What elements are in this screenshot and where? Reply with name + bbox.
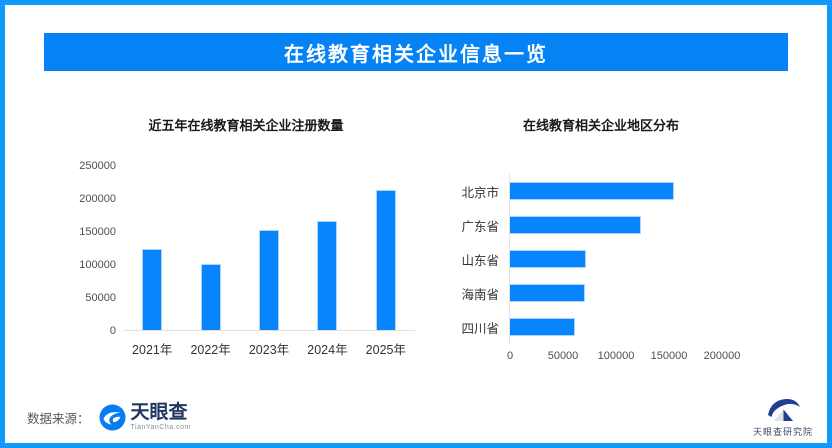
bar [142, 248, 163, 330]
tianyancha-wordmark: 天眼查 TianYanCha.com [131, 403, 191, 431]
bar [510, 318, 576, 336]
bar-slot [181, 166, 239, 330]
category-label: 北京市 [461, 185, 499, 200]
right-chart-plot-wrap: 北京市广东省山东省海南省四川省 [451, 174, 751, 344]
bar [200, 264, 221, 330]
institute-label: 天眼查研究院 [752, 427, 813, 437]
bar-slot [298, 166, 356, 330]
left-chart-body: 0 50000 100000 150000 200000 250000 2021年 2022… [77, 160, 415, 358]
bar-slot [510, 174, 721, 208]
left-chart-title: 近五年在线教育相关企业注册数量 [148, 118, 344, 133]
category-label: 广东省 [461, 219, 499, 234]
y-tick-label: 100000 [79, 259, 116, 271]
x-category-label: 2025年 [365, 343, 406, 357]
y-tick-label: 250000 [79, 160, 116, 172]
tianyancha-domain-text: TianYanCha.com [130, 424, 191, 431]
bar-slot [510, 276, 721, 310]
registration-count-chart: 近五年在线教育相关企业注册数量 0 50000 100000 150000 200000… [77, 115, 415, 364]
bar [510, 284, 585, 302]
x-category-label: 2023年 [248, 343, 290, 357]
y-tick-label: 150000 [79, 226, 116, 238]
x-tick-label: 150000 [650, 350, 688, 362]
bar-slot [510, 242, 721, 276]
x-tick-label: 200000 [703, 350, 741, 362]
bar [510, 216, 641, 234]
bar-slot [240, 166, 298, 330]
bar-slot [510, 208, 721, 242]
x-tick-label: 50000 [547, 350, 579, 362]
right-chart-plot-area [509, 174, 721, 344]
region-distribution-chart: 在线教育相关企业地区分布 北京市广东省山东省海南省四川省 0 50000 10000… [451, 115, 751, 364]
bar-slot [510, 310, 721, 344]
tianyancha-logo: 天眼查 TianYanCha.com [99, 403, 191, 431]
tianyancha-eye-icon [99, 404, 126, 431]
category-label: 海南省 [461, 287, 499, 302]
page-title: 在线教育相关企业信息一览 [284, 43, 548, 66]
right-chart-title: 在线教育相关企业地区分布 [522, 118, 679, 133]
x-tick-label: 100000 [597, 350, 635, 362]
right-chart-body: 北京市广东省山东省海南省四川省 0 50000 100000 150000 200000 [451, 174, 751, 364]
x-category-label: 2024年 [307, 343, 348, 357]
bar [259, 229, 280, 330]
y-tick-label: 200000 [79, 193, 116, 205]
research-institute-logo: 天眼查研究院 [753, 394, 813, 438]
left-chart-y-axis: 0 50000 100000 150000 200000 250000 [77, 160, 123, 337]
y-tick-label: 50000 [85, 292, 116, 304]
left-chart-x-axis: 2021年 2022年 2023年 2024年 2025年 [123, 339, 415, 358]
institute-mountain-icon [760, 394, 806, 424]
bar-slot [123, 166, 181, 330]
x-category-label: 2022年 [190, 343, 231, 357]
x-tick-label: 0 [506, 350, 514, 362]
bar-slot [357, 166, 415, 330]
left-chart-plot-area [123, 166, 415, 331]
bar [317, 221, 338, 330]
page-title-banner: 在线教育相关企业信息一览 [44, 33, 788, 71]
right-chart-category-axis: 北京市广东省山东省海南省四川省 [451, 174, 509, 344]
data-source: 数据来源： 天眼查 TianYanCha.com [27, 403, 191, 431]
charts-row: 近五年在线教育相关企业注册数量 0 50000 100000 150000 200000… [5, 115, 827, 364]
left-chart-plot-wrap: 2021年 2022年 2023年 2024年 2025年 [123, 166, 415, 358]
x-category-label: 2021年 [132, 343, 173, 357]
right-chart-x-axis: 0 50000 100000 150000 200000 [506, 350, 740, 364]
data-source-label: 数据来源： [27, 411, 90, 426]
category-label: 山东省 [461, 253, 499, 268]
bar [510, 182, 674, 200]
y-tick-label: 0 [109, 325, 116, 337]
bar [375, 189, 396, 330]
category-label: 四川省 [461, 321, 499, 336]
tianyancha-brand-text: 天眼查 [130, 402, 188, 423]
bar [510, 250, 586, 268]
